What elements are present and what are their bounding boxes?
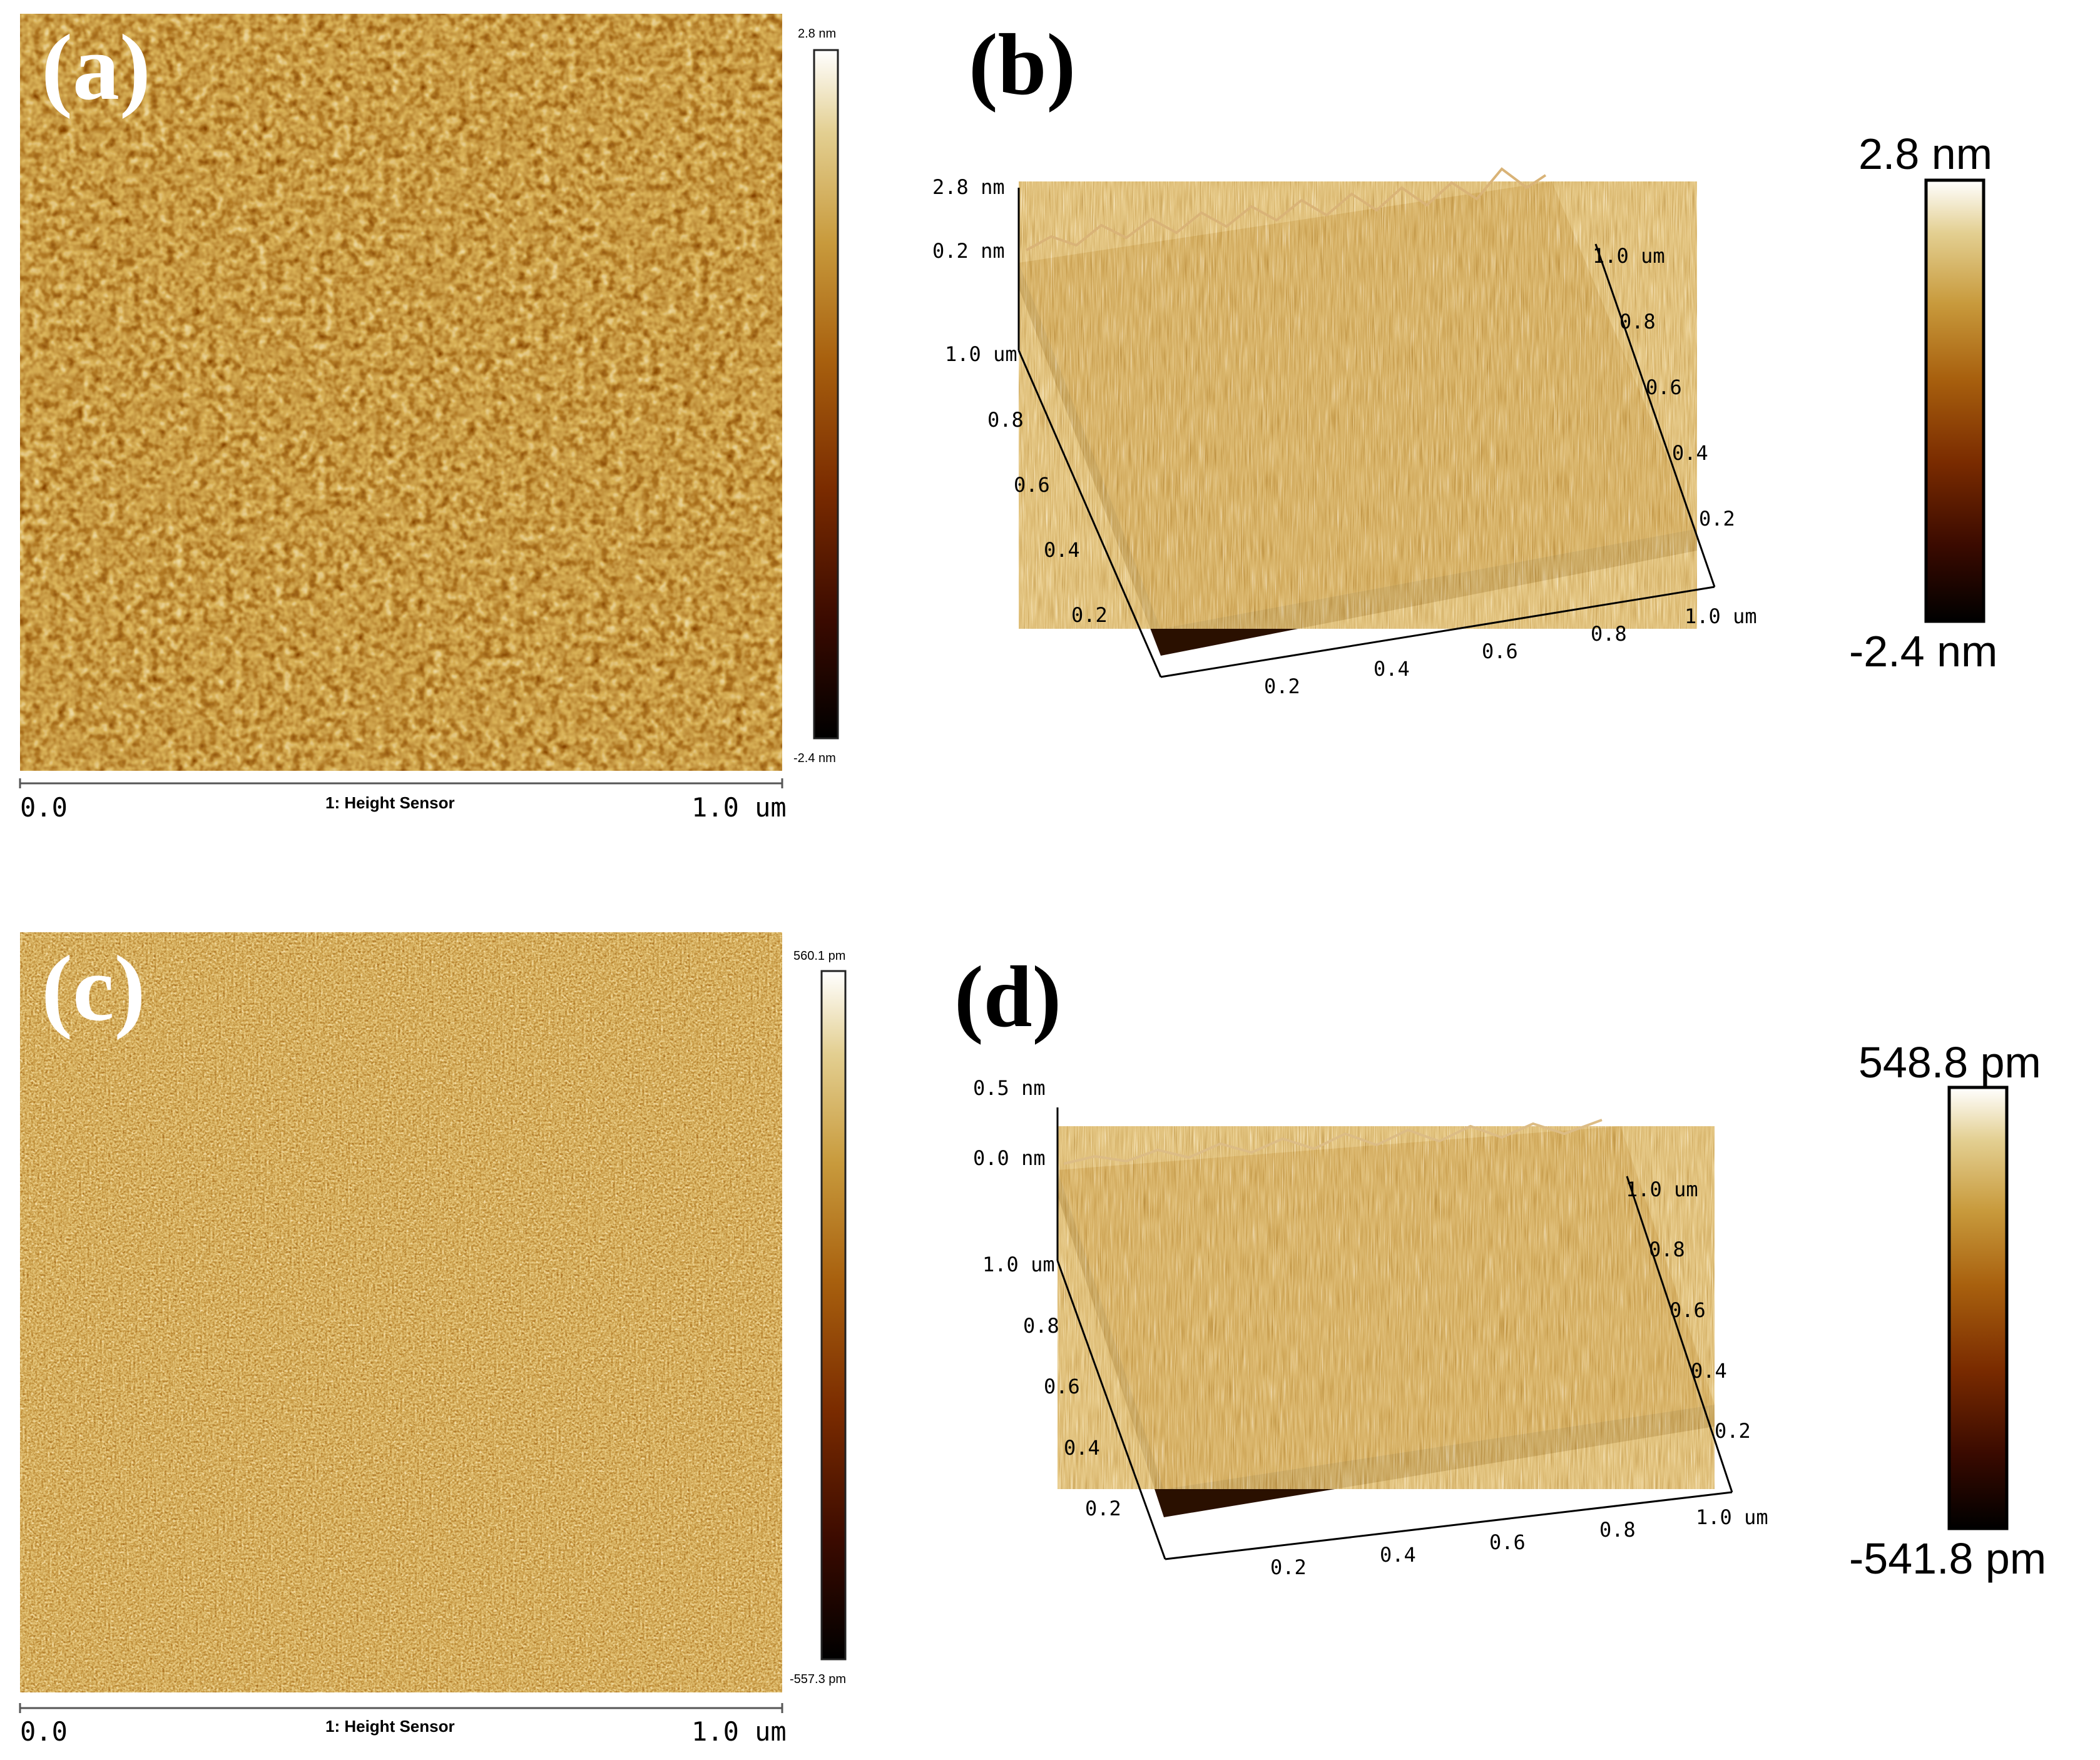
panel-a-channel: 1: Height Sensor: [325, 793, 455, 812]
panel-c-scan-start: 0.0: [20, 1716, 68, 1747]
panel-c-colorbar-max: 560.1 pm: [793, 949, 845, 963]
panel-d-surface-peaks: [1063, 1119, 1603, 1165]
panel-b-right-tick-3: 0.6: [1646, 375, 1682, 399]
panel-d-bottom-tick-1: 0.2: [1270, 1555, 1307, 1579]
panel-b-colorbar: [1924, 178, 1985, 623]
panel-b-right-axis: [1594, 243, 1716, 588]
panel-b-left-tick-3: 0.6: [1014, 473, 1050, 497]
panel-d-bottom-axis: [1165, 1491, 1733, 1560]
panel-c-label: (c): [41, 937, 145, 1040]
panel-d-bottom-tick-4: 0.8: [1599, 1518, 1636, 1542]
panel-c-channel: 1: Height Sensor: [325, 1717, 455, 1736]
panel-b-bottom-tick-5: 1.0 um: [1685, 604, 1757, 628]
panel-b-surface-texture: [1019, 181, 1697, 629]
panel-a-scan-end: 1.0 um: [691, 792, 787, 823]
panel-d-left-tick-2: 0.8: [1023, 1314, 1059, 1338]
panel-b-surface-peaks: [1026, 167, 1547, 252]
panel-d-z-tick-max: 0.5 nm: [973, 1076, 1046, 1100]
panel-b-right-tick-5: 0.2: [1699, 507, 1735, 531]
panel-b-left-tick-4: 0.4: [1044, 538, 1080, 562]
panel-b-bottom-tick-3: 0.6: [1482, 639, 1518, 663]
panel-b-right-tick-2: 0.8: [1619, 310, 1656, 333]
panel-a-height-map-texture: [20, 14, 782, 771]
panel-a: (a) 2.8 nm -2.4 nm 0.0 1: Height Sensor …: [19, 14, 839, 823]
panel-b-bottom-tick-1: 0.2: [1264, 674, 1300, 698]
panel-c-scan-end: 1.0 um: [691, 1716, 787, 1747]
panel-b-right-tick-4: 0.4: [1672, 441, 1708, 465]
panel-c-height-map-texture: [20, 932, 782, 1692]
panel-b-colorbar-max: 2.8 nm: [1858, 130, 1992, 178]
panel-b-bottom-axis: [1160, 586, 1715, 678]
panel-b-left-tick-5: 0.2: [1071, 603, 1108, 627]
panel-d-left-tick-4: 0.4: [1064, 1436, 1100, 1460]
panel-d-bottom-tick-2: 0.4: [1380, 1543, 1416, 1567]
panel-b-left-tick-1: 1.0 um: [945, 342, 1017, 366]
panel-d-left-tick-3: 0.6: [1044, 1375, 1080, 1398]
panel-d-left-axis: [1056, 1260, 1166, 1560]
panel-b: (b) 2.8 nm 0.2 nm 1.0 um 0.8 0.6 0.4 0.2…: [932, 16, 1997, 698]
panel-c-colorbar: [820, 970, 847, 1661]
panel-d-colorbar: [1947, 1086, 2009, 1530]
panel-d-right-axis: [1626, 1176, 1733, 1493]
panel-d: (d) 0.5 nm 0.0 nm 1.0 um 0.8 0.6 0.4 0.2…: [954, 949, 2046, 1583]
panel-b-bottom-tick-4: 0.8: [1591, 622, 1627, 646]
panel-b-label: (b): [969, 16, 1076, 113]
panel-d-left-tick-1: 1.0 um: [982, 1253, 1055, 1276]
panel-a-label: (a): [41, 16, 151, 120]
panel-d-bottom-tick-3: 0.6: [1489, 1530, 1526, 1554]
panel-b-colorbar-min: -2.4 nm: [1849, 627, 1997, 676]
panel-a-scan-start: 0.0: [20, 792, 68, 823]
panel-c-colorbar-min: -557.3 pm: [790, 1672, 846, 1686]
panel-d-colorbar-max: 548.8 pm: [1858, 1038, 2041, 1087]
panel-d-right-tick-2: 0.8: [1649, 1238, 1685, 1261]
panel-c: (c) 560.1 pm -557.3 pm 0.0 1: Height Sen…: [19, 932, 847, 1747]
panel-b-z-tick-max: 2.8 nm: [932, 175, 1005, 199]
panel-a-colorbar: [813, 49, 839, 740]
panel-d-z-tick-zero: 0.0 nm: [973, 1146, 1046, 1170]
panel-b-bottom-tick-2: 0.4: [1374, 657, 1410, 681]
panel-d-right-tick-5: 0.2: [1715, 1419, 1751, 1443]
panel-a-colorbar-min: -2.4 nm: [793, 751, 836, 765]
panel-d-right-tick-4: 0.4: [1691, 1359, 1727, 1383]
panel-b-right-tick-1: 1.0 um: [1593, 244, 1665, 268]
panel-d-right-tick-3: 0.6: [1669, 1298, 1706, 1322]
panel-d-surface-texture: [1058, 1126, 1715, 1489]
panel-d-surface-side: [1058, 1170, 1715, 1517]
panel-d-bottom-tick-5: 1.0 um: [1696, 1505, 1768, 1529]
panel-d-colorbar-min: -541.8 pm: [1849, 1534, 2046, 1583]
panel-b-z-tick-zero: 0.2 nm: [932, 239, 1005, 263]
panel-b-left-tick-2: 0.8: [987, 408, 1024, 432]
panel-d-right-tick-1: 1.0 um: [1626, 1178, 1698, 1201]
panel-d-left-tick-5: 0.2: [1085, 1497, 1121, 1520]
panel-d-label: (d): [954, 949, 1061, 1045]
panel-b-left-axis: [1017, 350, 1162, 678]
panel-a-colorbar-max: 2.8 nm: [798, 27, 836, 41]
